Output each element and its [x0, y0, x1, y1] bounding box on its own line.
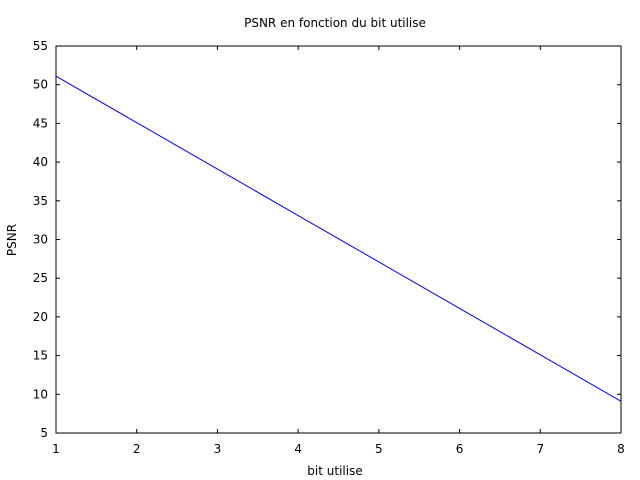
x-tick-label: 6 — [456, 442, 464, 456]
y-tick-label: 35 — [33, 194, 48, 208]
y-tick-label: 15 — [33, 349, 48, 363]
x-tick-label: 2 — [133, 442, 141, 456]
y-axis-label: PSNR — [5, 224, 19, 256]
x-axis-label: bit utilise — [307, 464, 362, 478]
x-tick-label: 3 — [214, 442, 222, 456]
plot-area — [55, 45, 622, 434]
y-tick-label: 5 — [40, 426, 48, 440]
y-tick-label: 45 — [33, 116, 48, 130]
chart-title: PSNR en fonction du bit utilise — [244, 16, 426, 30]
y-tick-label: 30 — [33, 233, 48, 247]
y-tick-label: 10 — [33, 387, 48, 401]
y-tick-label: 20 — [33, 310, 48, 324]
x-tick-label: 7 — [536, 442, 544, 456]
series-line — [55, 75, 622, 402]
x-tick-label: 5 — [375, 442, 383, 456]
y-tick-label: 50 — [33, 78, 48, 92]
y-tick-label: 25 — [33, 271, 48, 285]
y-tick-label: 55 — [33, 39, 48, 53]
x-tick-label: 8 — [617, 442, 625, 456]
x-tick-label: 1 — [52, 442, 60, 456]
x-tick-label: 4 — [294, 442, 302, 456]
y-tick-label: 40 — [33, 155, 48, 169]
series-layer — [55, 75, 622, 402]
